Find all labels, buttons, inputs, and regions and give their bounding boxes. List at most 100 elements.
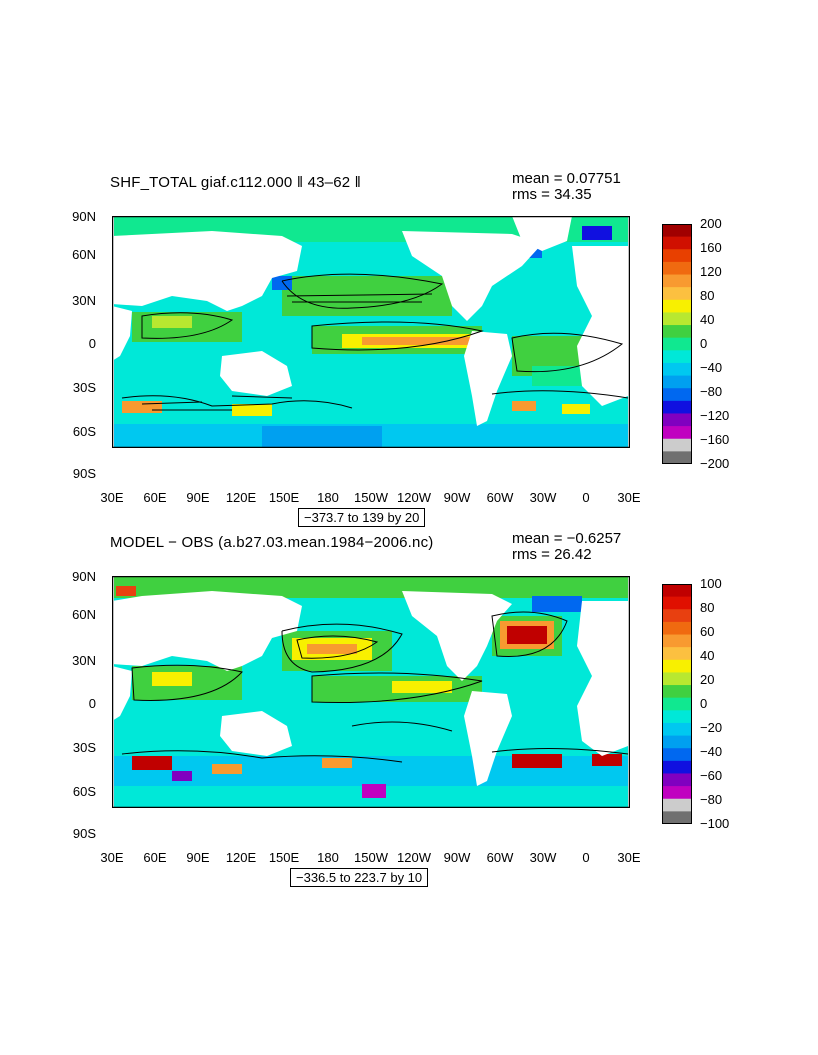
colorbar-label: 40 <box>700 312 715 327</box>
colorbar-swatch <box>662 451 692 464</box>
colorbar-label: 0 <box>700 336 708 351</box>
colorbar-swatches <box>662 224 692 464</box>
lon-tick-label: 90E <box>186 850 210 865</box>
colorbar-swatch <box>662 735 692 749</box>
colorbar-swatch <box>662 299 692 313</box>
colorbar-swatch <box>662 413 692 427</box>
colorbar-swatch <box>662 274 692 288</box>
colorbar-label: −20 <box>700 720 723 735</box>
lon-tick-label: 120W <box>397 850 431 865</box>
colorbar-label: −80 <box>700 384 723 399</box>
colorbar-swatch <box>662 400 692 414</box>
map-frame <box>112 576 630 808</box>
lat-tick-label: 30N <box>72 653 96 668</box>
colorbar-swatch <box>662 722 692 737</box>
contour-range-label: −336.5 to 223.7 by 10 <box>290 868 429 887</box>
colorbar-swatch <box>662 337 692 351</box>
map-frame <box>112 216 630 448</box>
colorbar-label: −160 <box>700 432 730 447</box>
lat-tick-label: 0 <box>88 336 96 351</box>
colorbar-label: 120 <box>700 264 722 279</box>
colorbar-label: 60 <box>700 624 715 639</box>
colorbar-swatches <box>662 584 692 824</box>
colorbar-swatch <box>662 773 692 787</box>
colorbar-swatch <box>662 362 692 377</box>
colorbar-swatch <box>662 811 692 824</box>
colorbar-swatch <box>662 388 692 402</box>
colorbar-swatch <box>662 710 692 724</box>
colorbar-swatch <box>662 697 692 711</box>
colorbar-label: −100 <box>700 816 730 831</box>
colorbar-label: 100 <box>700 576 722 591</box>
map-plot <box>112 576 630 808</box>
colorbar-swatch <box>662 647 692 661</box>
colorbar-label: −120 <box>700 408 730 423</box>
contours <box>121 273 629 411</box>
lon-tick-label: 30W <box>529 850 557 865</box>
lat-tick-label: 30S <box>72 380 96 395</box>
colorbar-swatch <box>662 261 692 276</box>
lon-tick-label: 90E <box>186 490 210 505</box>
colorbar-swatch <box>662 760 692 774</box>
lat-tick-label: 30S <box>72 740 96 755</box>
map-plot <box>112 216 630 448</box>
heat-flux-map <box>112 216 630 448</box>
colorbar-swatch <box>662 584 692 598</box>
lat-tick-label: 60S <box>72 424 96 439</box>
lon-tick-label: 60W <box>486 850 514 865</box>
colorbar-label: −40 <box>700 360 723 375</box>
colorbar-swatch <box>662 672 692 686</box>
panel-model-minus-obs: MODEL − OBS (a.b27.03.mean.1984−2006.nc)… <box>0 520 818 890</box>
colorbar-swatch <box>662 287 692 301</box>
colorbar-label: 80 <box>700 288 715 303</box>
lon-tick-label: 150E <box>268 490 300 505</box>
lon-tick-label: 150W <box>354 850 388 865</box>
colorbar-label: −200 <box>700 456 730 471</box>
colorbar-swatch <box>662 350 692 364</box>
lon-tick-label: 120E <box>225 490 257 505</box>
panel-title: SHF_TOTAL giaf.c112.000 ‖ 43–62 ‖ <box>110 174 362 191</box>
colorbar-swatch <box>662 659 692 673</box>
colorbar-swatch <box>662 312 692 326</box>
rms-label: rms = 34.35 <box>512 186 592 203</box>
lon-tick-label: 120E <box>225 850 257 865</box>
lon-tick-label: 150E <box>268 850 300 865</box>
lon-tick-label: 60W <box>486 490 514 505</box>
lat-tick-label: 60N <box>72 247 96 262</box>
lat-tick-label: 90N <box>72 209 96 224</box>
colorbar-swatch <box>662 798 692 812</box>
lon-tick-label: 0 <box>582 490 590 505</box>
colorbar-swatch <box>662 748 692 762</box>
lon-tick-label: 60E <box>143 490 167 505</box>
colorbar-label: 40 <box>700 648 715 663</box>
lat-tick-label: 30N <box>72 293 96 308</box>
colorbar-swatch <box>662 609 692 623</box>
colorbar-label: −60 <box>700 768 723 783</box>
continents <box>112 591 628 786</box>
lat-tick-label: 90S <box>72 466 96 481</box>
contour-range-label: −373.7 to 139 by 20 <box>298 508 426 527</box>
colorbar-swatch <box>662 596 692 610</box>
panel-total-heat-flux: SHF_TOTAL giaf.c112.000 ‖ 43–62 ‖ mean =… <box>0 160 818 530</box>
mean-label: mean = 0.07751 <box>512 170 621 187</box>
panel-title: MODEL − OBS (a.b27.03.mean.1984−2006.nc) <box>110 534 434 551</box>
colorbar-swatch <box>662 438 692 452</box>
lon-tick-label: 90W <box>443 850 471 865</box>
lat-tick-label: 90N <box>72 569 96 584</box>
continents <box>112 216 628 426</box>
mean-label: mean = −0.6257 <box>512 530 622 547</box>
colorbar-label: 80 <box>700 600 715 615</box>
colorbar <box>662 584 692 824</box>
colorbar-label: 20 <box>700 672 715 687</box>
lat-tick-label: 90S <box>72 826 96 841</box>
colorbar-label: 200 <box>700 216 722 231</box>
lon-tick-label: 0 <box>582 850 590 865</box>
colorbar-swatch <box>662 426 692 440</box>
lon-tick-label: 60E <box>143 850 167 865</box>
rms-label: rms = 26.42 <box>512 546 592 563</box>
lon-tick-label: 30E <box>617 490 641 505</box>
colorbar-swatch <box>662 224 692 238</box>
colorbar-swatch <box>662 325 692 339</box>
lon-tick-label: 180 <box>317 490 339 505</box>
colorbar-label: 0 <box>700 696 708 711</box>
